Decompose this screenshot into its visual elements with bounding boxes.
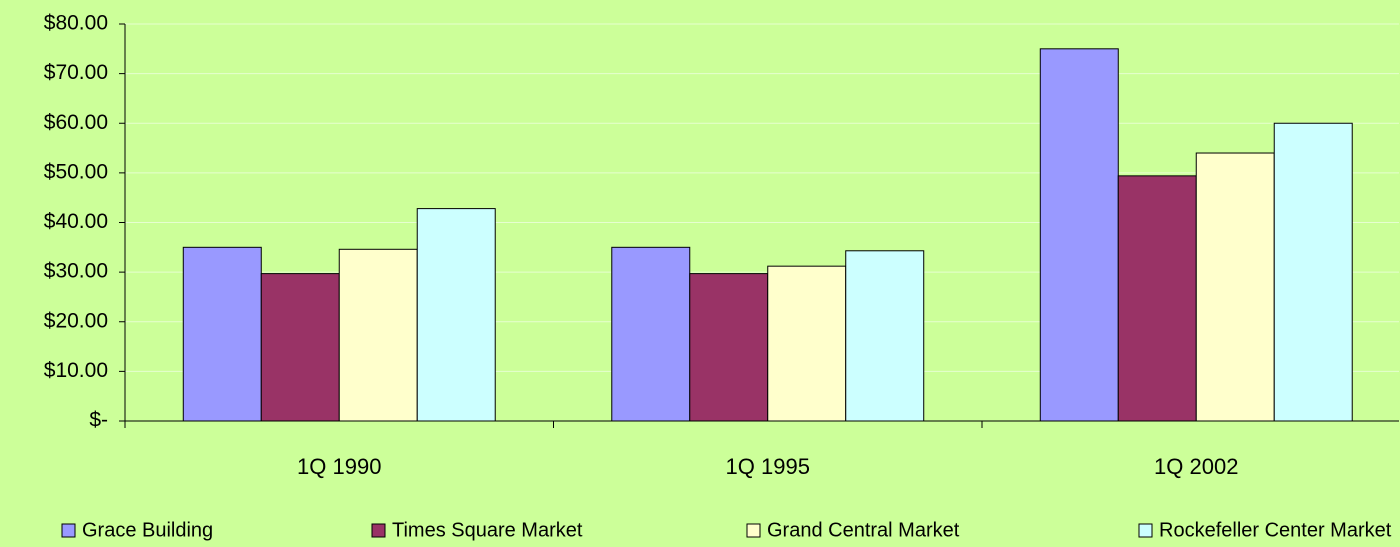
legend-swatch: [371, 523, 386, 538]
y-tick-label: $40.00: [44, 210, 108, 233]
bar: [1273, 122, 1353, 422]
bar: [338, 248, 418, 422]
legend-label: Grace Building: [82, 519, 213, 541]
bar: [767, 265, 847, 422]
bar: [416, 208, 496, 422]
y-tick-label: $30.00: [44, 260, 108, 283]
x-tick-label: 1Q 1990: [297, 454, 381, 479]
y-tick-label: $60.00: [44, 111, 108, 134]
bar: [689, 273, 769, 422]
y-tick-label: $80.00: [44, 12, 108, 35]
bar: [260, 273, 340, 422]
y-tick-label: $10.00: [44, 359, 108, 382]
legend-swatch: [746, 523, 761, 538]
bar: [1117, 175, 1197, 422]
bar: [1195, 152, 1275, 422]
bar: [845, 250, 925, 422]
x-tick-label: 1Q 1995: [726, 454, 810, 479]
legend-label: Grand Central Market: [767, 519, 960, 541]
bar: [182, 246, 262, 422]
bar: [1039, 48, 1119, 422]
y-tick-label: $50.00: [44, 160, 108, 183]
bar: [611, 246, 691, 422]
legend-swatch: [61, 523, 76, 538]
legend-label: Rockefeller Center Market: [1159, 519, 1392, 541]
y-tick-label: $70.00: [44, 61, 108, 84]
y-tick-label: $-: [89, 409, 108, 432]
y-tick-label: $20.00: [44, 309, 108, 332]
legend-label: Times Square Market: [392, 519, 583, 541]
x-tick-label: 1Q 2002: [1154, 454, 1238, 479]
legend-swatch: [1138, 523, 1153, 538]
